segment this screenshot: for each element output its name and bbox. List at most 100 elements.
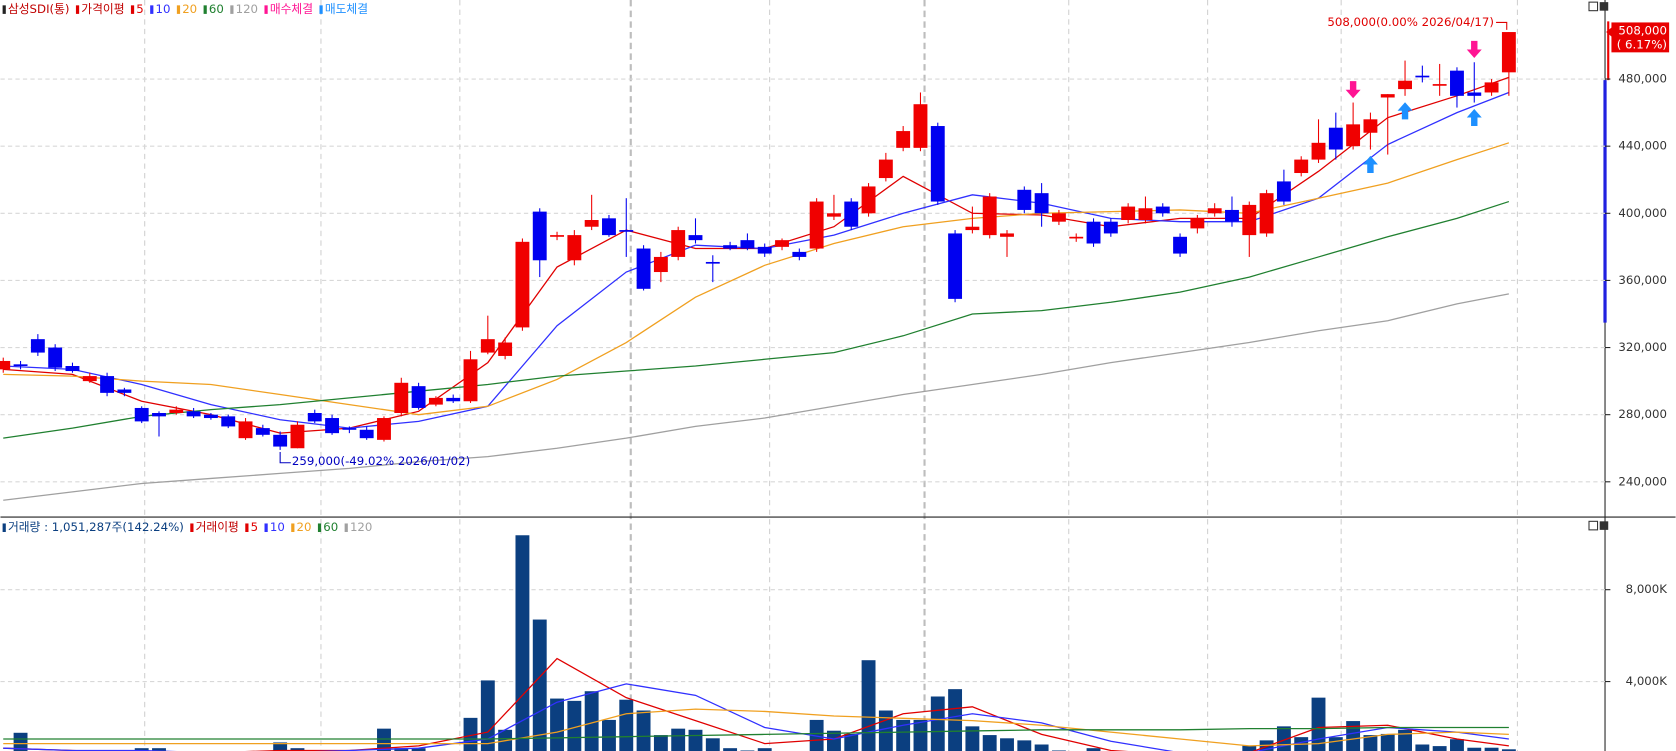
candle-body	[1398, 80, 1412, 90]
volume-bar	[480, 680, 495, 751]
legend-entry: 매도체결	[325, 2, 368, 16]
volume-bar	[1501, 749, 1516, 751]
ma-line	[3, 657, 1509, 751]
legend-swatch	[291, 523, 295, 533]
candle-body	[1484, 82, 1499, 93]
legend-entry: 60	[323, 520, 338, 534]
legend-entry: 10	[270, 520, 285, 534]
legend-swatch	[190, 523, 194, 533]
candle-body	[463, 359, 478, 402]
y-tick-label: 8,000K	[1626, 582, 1668, 596]
legend-label: 가격이평	[81, 2, 124, 16]
volume-bar	[550, 698, 564, 751]
candle-body	[117, 389, 132, 393]
y-tick-label: 280,000	[1618, 407, 1667, 421]
volume-bar	[844, 733, 859, 751]
legend-swatch	[2, 5, 6, 14]
volume-bar	[671, 728, 686, 751]
candle-body	[878, 159, 893, 179]
candle-body	[325, 418, 340, 434]
candle-body	[930, 126, 945, 202]
candle-body	[65, 366, 80, 372]
volume-bar	[913, 719, 928, 751]
candle-body	[809, 201, 824, 249]
candle-body	[826, 213, 841, 217]
candle-body	[550, 235, 564, 237]
candle-body	[1121, 206, 1136, 221]
volume-bar	[1398, 729, 1412, 751]
price-tag-change: ( 6.17%)	[1617, 37, 1667, 51]
price-panel: 240,000 280,000 320,000 360,000 400,000 440,0…	[0, 32, 1667, 501]
candle-body	[1103, 221, 1118, 234]
volume-bar	[602, 719, 616, 751]
volume-bar	[273, 742, 288, 751]
volume-bar	[636, 710, 651, 751]
high-annotation: 508,000(0.00% 2026/04/17)	[1327, 15, 1494, 29]
candle-body	[740, 240, 755, 249]
legend-swatch	[245, 523, 249, 533]
candle-body	[1242, 204, 1257, 236]
candle-body	[30, 339, 45, 353]
candle-body	[1259, 193, 1274, 234]
legend-entry: 120	[236, 2, 258, 16]
overlay: 508,000(0.00% 2026/04/17) 259,000(-49.02%…	[2, 2, 1670, 534]
candle-body	[1190, 218, 1205, 229]
candle-body	[152, 412, 166, 417]
ma-line	[3, 683, 1509, 751]
volume-bar	[965, 726, 980, 751]
volume-bar	[653, 735, 668, 751]
volume-bar	[377, 728, 391, 751]
volume-bar	[1415, 744, 1430, 751]
candle-body	[1000, 233, 1014, 237]
volume-bar	[1450, 739, 1464, 751]
ma-line	[3, 200, 1510, 439]
candle-body	[186, 411, 201, 417]
legend-swatch	[75, 5, 80, 14]
price-tag-pointer	[1606, 26, 1613, 38]
volume-bar	[1017, 740, 1032, 751]
volume-bar	[515, 535, 530, 751]
candle-body	[203, 414, 218, 419]
candle-body	[913, 104, 928, 148]
buy-fill-arrow	[1466, 40, 1482, 58]
volume-bar	[861, 660, 876, 751]
volume-panel: 4,000K 8,000K	[0, 535, 1667, 751]
candle-body	[515, 241, 530, 328]
candle-body	[1017, 189, 1032, 210]
legend-entry: 5	[251, 520, 258, 534]
panel-buttons[interactable]	[1588, 1, 1609, 531]
y-tick-label: 240,000	[1618, 474, 1667, 488]
volume-bar	[290, 748, 305, 751]
candle-body	[723, 245, 738, 249]
candle-body	[1415, 75, 1430, 78]
candle-body	[688, 235, 703, 241]
candle-body	[584, 220, 599, 227]
y-tick-label: 4,000K	[1626, 674, 1668, 688]
legend-entry: 5	[136, 2, 143, 16]
chart-title: 삼성SDI(통)	[8, 2, 70, 16]
candle-body	[1363, 119, 1378, 133]
candle-body	[1450, 70, 1464, 96]
legend-swatch	[150, 5, 154, 14]
candle-body	[359, 429, 374, 439]
candle-body	[169, 409, 184, 413]
ma-line	[3, 293, 1510, 501]
candle-body	[1467, 92, 1482, 96]
candle-body	[446, 397, 461, 402]
candle-body	[844, 201, 859, 227]
volume-bar	[1242, 745, 1257, 751]
sell-fill-arrow	[1397, 102, 1413, 120]
volume-bar	[1034, 744, 1049, 751]
ma-line	[3, 708, 1509, 747]
y-tick-label: 320,000	[1618, 340, 1667, 354]
volume-bar	[13, 732, 28, 751]
candle-body	[757, 246, 772, 254]
candle-body	[134, 407, 149, 422]
candle-body	[221, 416, 236, 427]
candle-body	[792, 251, 807, 257]
volume-bar	[826, 730, 841, 751]
candle-body	[0, 360, 11, 370]
volume-bar	[878, 710, 893, 751]
candle-body	[1207, 208, 1222, 214]
